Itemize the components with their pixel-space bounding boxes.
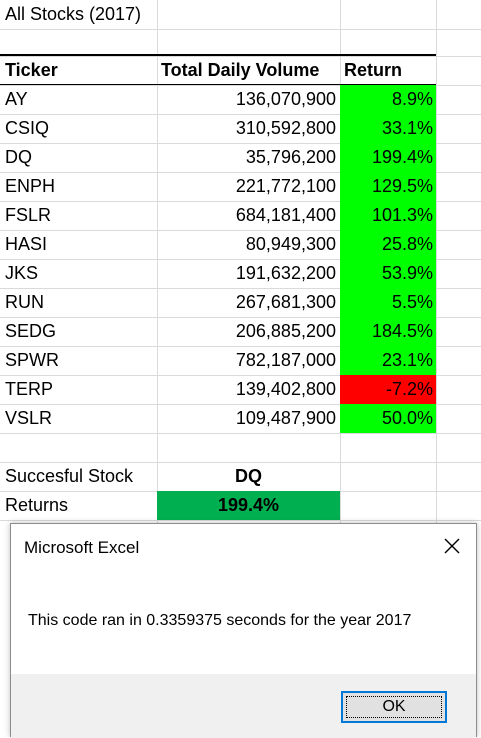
return-cell[interactable]: 33.1% — [340, 114, 436, 143]
return-cell[interactable]: 129.5% — [340, 172, 436, 201]
return-cell[interactable]: 184.5% — [340, 317, 436, 346]
return-cell[interactable]: 23.1% — [340, 346, 436, 375]
grid-line — [0, 288, 481, 289]
volume-cell[interactable]: 191,632,200 — [235, 263, 336, 283]
return-cell[interactable]: 5.5% — [340, 288, 436, 317]
ok-button-label: OK — [382, 698, 406, 715]
volume-cell[interactable]: 782,187,000 — [235, 350, 336, 370]
volume-cell[interactable]: 206,885,200 — [235, 321, 336, 341]
volume-cell[interactable]: 310,592,800 — [235, 118, 336, 138]
summary-returns-value[interactable]: 199.4% — [157, 491, 340, 520]
volume-cell[interactable]: 136,070,900 — [235, 89, 336, 109]
ticker-cell[interactable]: VSLR — [5, 408, 53, 428]
volume-cell[interactable]: 267,681,300 — [235, 292, 336, 312]
ticker-cell[interactable]: TERP — [5, 379, 54, 399]
grid-line — [0, 172, 481, 173]
ticker-cell[interactable]: CSIQ — [5, 118, 50, 138]
volume-cell[interactable]: 35,796,200 — [245, 147, 336, 167]
volume-cell[interactable]: 221,772,100 — [235, 176, 336, 196]
focus-rect — [346, 696, 442, 718]
ticker-cell[interactable]: HASI — [5, 234, 48, 254]
return-cell[interactable]: 101.3% — [340, 201, 436, 230]
grid-line — [436, 0, 437, 735]
return-cell[interactable]: 50.0% — [340, 404, 436, 433]
summary-returns-label[interactable]: Returns — [5, 495, 69, 515]
grid-line — [0, 404, 481, 405]
dialog-footer: OK — [11, 674, 476, 738]
grid-line — [0, 433, 481, 434]
volume-cell[interactable]: 80,949,300 — [245, 234, 336, 254]
ok-button[interactable]: OK — [341, 691, 447, 723]
summary-stock-label[interactable]: Succesful Stock — [5, 466, 134, 486]
header-border — [0, 54, 436, 56]
volume-cell[interactable]: 109,487,900 — [235, 408, 336, 428]
message-dialog: Microsoft Excel This code ran in 0.33593… — [10, 523, 477, 738]
grid-line — [0, 143, 481, 144]
return-cell[interactable]: 25.8% — [340, 230, 436, 259]
grid-line — [0, 520, 481, 521]
ticker-cell[interactable]: DQ — [5, 147, 32, 167]
grid-line — [0, 56, 481, 57]
return-cell[interactable]: 53.9% — [340, 259, 436, 288]
volume-cell[interactable]: 139,402,800 — [235, 379, 336, 399]
ticker-cell[interactable]: JKS — [5, 263, 39, 283]
summary-stock-value[interactable]: DQ — [235, 466, 262, 486]
ticker-cell[interactable]: RUN — [5, 292, 44, 312]
grid-line — [0, 230, 481, 231]
return-cell[interactable]: 199.4% — [340, 143, 436, 172]
header-volume[interactable]: Total Daily Volume — [161, 60, 320, 80]
volume-cell[interactable]: 684,181,400 — [235, 205, 336, 225]
header-return[interactable]: Return — [344, 60, 402, 80]
ticker-cell[interactable]: SPWR — [5, 350, 59, 370]
grid-line — [0, 346, 481, 347]
ticker-cell[interactable]: ENPH — [5, 176, 56, 196]
grid-line — [0, 114, 481, 115]
dialog-title: Microsoft Excel — [24, 538, 140, 557]
return-cell[interactable]: -7.2% — [340, 375, 436, 404]
dialog-message: This code ran in 0.3359375 seconds for t… — [28, 612, 412, 629]
grid-line — [0, 375, 481, 376]
close-icon[interactable] — [440, 534, 464, 558]
grid-line — [0, 462, 481, 463]
ticker-cell[interactable]: AY — [5, 89, 28, 109]
grid-line — [157, 0, 158, 735]
return-cell[interactable]: 8.9% — [340, 85, 436, 114]
ticker-cell[interactable]: SEDG — [5, 321, 57, 341]
header-border — [0, 84, 436, 85]
grid-line — [0, 29, 481, 30]
sheet-title[interactable]: All Stocks (2017) — [5, 4, 142, 24]
ticker-cell[interactable]: FSLR — [5, 205, 52, 225]
header-ticker[interactable]: Ticker — [5, 60, 58, 80]
grid-line — [0, 259, 481, 260]
grid-line — [0, 201, 481, 202]
grid-line — [0, 85, 481, 86]
grid-line — [0, 317, 481, 318]
